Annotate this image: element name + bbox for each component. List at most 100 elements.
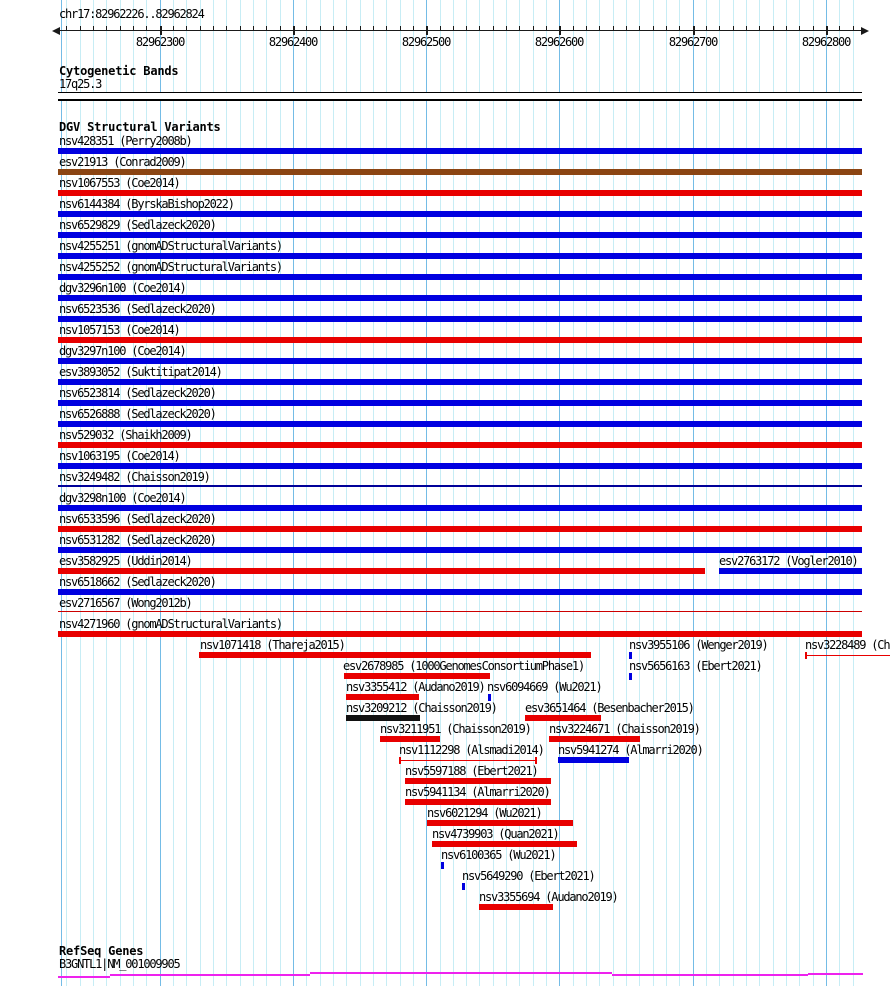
variant-label[interactable]: dgv3297n100 (Coe2014): [59, 344, 187, 358]
variant-label[interactable]: nsv6533596 (Sedlazeck2020): [59, 512, 217, 526]
variant-label[interactable]: esv21913 (Conrad2009): [59, 155, 187, 169]
refseq-gene-label[interactable]: B3GNTL1|NM_001009905: [59, 957, 181, 971]
variant-bar[interactable]: [405, 778, 551, 784]
variant-bar[interactable]: [58, 547, 862, 553]
variant-ibeam-line[interactable]: [805, 655, 890, 656]
variant-label[interactable]: nsv3355694 (Audano2019): [479, 890, 619, 904]
variant-bar[interactable]: [58, 211, 862, 217]
variant-bar[interactable]: [58, 358, 862, 364]
variant-bar[interactable]: [558, 757, 629, 763]
variant-bar[interactable]: [549, 736, 640, 742]
cytoband-bar[interactable]: [58, 92, 862, 101]
gene-line-segment[interactable]: [310, 972, 612, 974]
variant-label[interactable]: esv2678985 (1000GenomesConsortiumPhase1): [343, 659, 585, 673]
gene-line-segment[interactable]: [110, 974, 310, 976]
variant-label[interactable]: nsv6529829 (Sedlazeck2020): [59, 218, 217, 232]
variant-ibeam-cap[interactable]: [399, 757, 401, 764]
variant-bar[interactable]: [58, 526, 862, 532]
variant-bar[interactable]: [58, 442, 862, 448]
variant-label[interactable]: nsv6531282 (Sedlazeck2020): [59, 533, 217, 547]
variant-ibeam-line[interactable]: [399, 760, 537, 761]
variant-bar[interactable]: [58, 169, 862, 175]
variant-point-tick[interactable]: [629, 652, 632, 659]
variant-bar[interactable]: [58, 568, 705, 574]
variant-label[interactable]: dgv3296n100 (Coe2014): [59, 281, 187, 295]
variant-bar[interactable]: [58, 148, 862, 154]
variant-label[interactable]: nsv3249482 (Chaisson2019): [59, 470, 211, 484]
variant-bar[interactable]: [58, 232, 862, 238]
variant-label[interactable]: dgv3298n100 (Coe2014): [59, 491, 187, 505]
variant-bar[interactable]: [344, 673, 490, 679]
variant-point-tick[interactable]: [441, 862, 444, 869]
gene-line-segment[interactable]: [612, 974, 808, 976]
variant-bar[interactable]: [405, 799, 551, 805]
variant-label[interactable]: nsv5941134 (Almarri2020): [405, 785, 551, 799]
variant-bar[interactable]: [199, 652, 591, 658]
gene-line-segment[interactable]: [808, 973, 863, 975]
variant-bar-thin[interactable]: [58, 611, 862, 612]
variant-label[interactable]: nsv3955106 (Wenger2019): [629, 638, 769, 652]
variant-label[interactable]: esv2716567 (Wong2012b): [59, 596, 193, 610]
variant-label[interactable]: nsv6518662 (Sedlazeck2020): [59, 575, 217, 589]
variant-bar[interactable]: [346, 715, 420, 721]
variant-label[interactable]: nsv6021294 (Wu2021): [427, 806, 543, 820]
variant-bar[interactable]: [58, 400, 862, 406]
variant-label[interactable]: esv3651464 (Besenbacher2015): [525, 701, 695, 715]
variant-label[interactable]: nsv4255252 (gnomADStructuralVariants): [59, 260, 283, 274]
variant-label[interactable]: nsv6523814 (Sedlazeck2020): [59, 386, 217, 400]
variant-label[interactable]: nsv1057153 (Coe2014): [59, 323, 181, 337]
variant-label[interactable]: nsv6523536 (Sedlazeck2020): [59, 302, 217, 316]
variant-ibeam-cap[interactable]: [805, 652, 807, 659]
variant-bar[interactable]: [58, 631, 862, 637]
variant-bar[interactable]: [58, 316, 862, 322]
gene-line-segment[interactable]: [58, 976, 110, 978]
variant-label[interactable]: nsv3355412 (Audano2019): [346, 680, 486, 694]
variant-bar[interactable]: [58, 190, 862, 196]
variant-label[interactable]: nsv6100365 (Wu2021): [441, 848, 557, 862]
variant-label[interactable]: nsv5941274 (Almarri2020): [558, 743, 704, 757]
variant-label[interactable]: nsv6526888 (Sedlazeck2020): [59, 407, 217, 421]
variant-label[interactable]: nsv5656163 (Ebert2021): [629, 659, 763, 673]
variant-label[interactable]: nsv1063195 (Coe2014): [59, 449, 181, 463]
variant-label[interactable]: esv3582925 (Uddin2014): [59, 554, 193, 568]
variant-label[interactable]: nsv4255251 (gnomADStructuralVariants): [59, 239, 283, 253]
variant-label[interactable]: nsv3209212 (Chaisson2019): [346, 701, 498, 715]
variant-label[interactable]: nsv1067553 (Coe2014): [59, 176, 181, 190]
variant-bar[interactable]: [58, 379, 862, 385]
variant-label[interactable]: nsv529032 (Shaikh2009): [59, 428, 193, 442]
variant-bar[interactable]: [432, 841, 577, 847]
variant-bar[interactable]: [58, 295, 862, 301]
variant-label[interactable]: nsv4739903 (Quan2021): [432, 827, 560, 841]
variant-label[interactable]: nsv1071418 (Thareja2015): [200, 638, 346, 652]
variant-label[interactable]: nsv3211951 (Chaisson2019): [380, 722, 532, 736]
variant-bar[interactable]: [346, 694, 419, 700]
variant-label[interactable]: nsv428351 (Perry2008b): [59, 134, 193, 148]
variant-bar[interactable]: [479, 904, 553, 910]
variant-point-tick[interactable]: [462, 883, 465, 890]
variant-bar[interactable]: [58, 463, 862, 469]
variant-bar[interactable]: [58, 505, 862, 511]
variant-label[interactable]: nsv1112298 (Alsmadi2014): [399, 743, 545, 757]
variant-label[interactable]: nsv6144384 (ByrskaBishop2022): [59, 197, 235, 211]
variant-bar[interactable]: [58, 421, 862, 427]
variant-bar[interactable]: [525, 715, 601, 721]
variant-bar[interactable]: [719, 568, 862, 574]
variant-bar[interactable]: [380, 736, 440, 742]
variant-bar[interactable]: [58, 274, 862, 280]
variant-point-tick[interactable]: [488, 694, 491, 701]
variant-bar[interactable]: [58, 589, 862, 595]
variant-ibeam-cap[interactable]: [535, 757, 537, 764]
variant-bar-thin[interactable]: [58, 485, 862, 487]
variant-point-tick[interactable]: [629, 673, 632, 680]
variant-label[interactable]: nsv3228489 (Cha: [805, 638, 890, 652]
variant-label[interactable]: nsv4271960 (gnomADStructuralVariants): [59, 617, 283, 631]
variant-label[interactable]: nsv5597188 (Ebert2021): [405, 764, 539, 778]
variant-bar[interactable]: [58, 253, 862, 259]
variant-label[interactable]: esv3893052 (Suktitipat2014): [59, 365, 223, 379]
variant-label[interactable]: nsv5649290 (Ebert2021): [462, 869, 596, 883]
variant-label[interactable]: nsv6094669 (Wu2021): [487, 680, 603, 694]
variant-bar[interactable]: [427, 820, 573, 826]
variant-label[interactable]: esv2763172 (Vogler2010): [719, 554, 859, 568]
variant-label[interactable]: nsv3224671 (Chaisson2019): [549, 722, 701, 736]
variant-bar[interactable]: [58, 337, 862, 343]
